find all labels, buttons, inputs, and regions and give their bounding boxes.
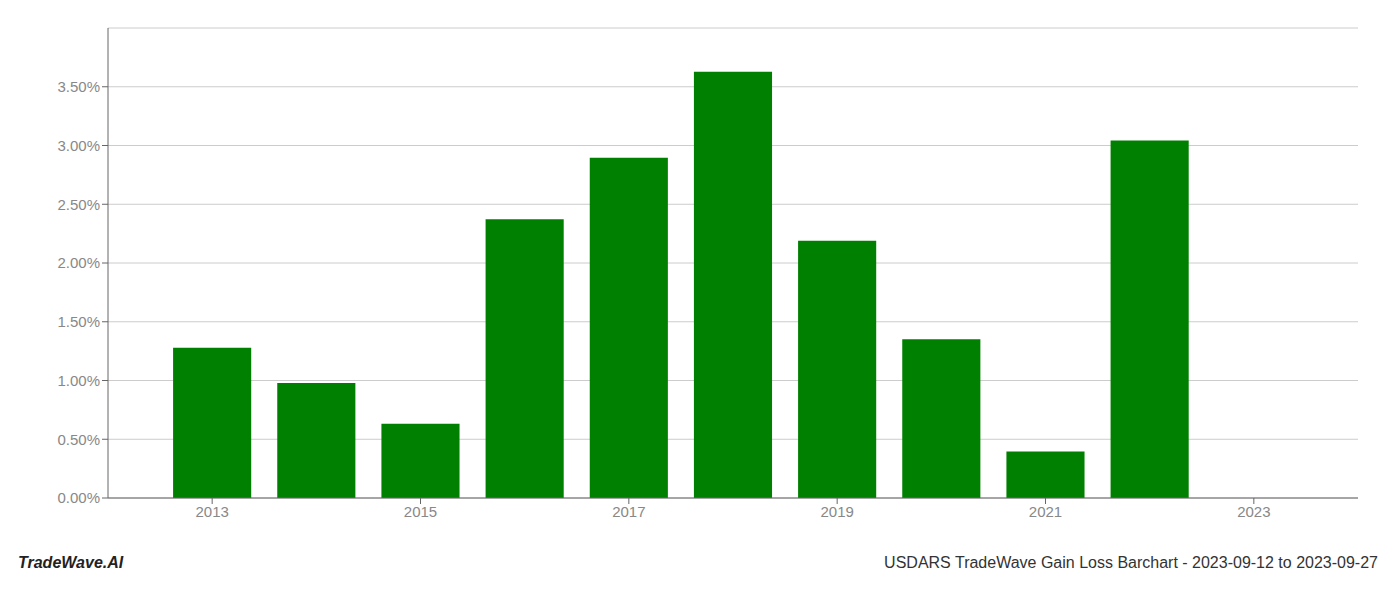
svg-text:0.00%: 0.00% — [57, 489, 100, 506]
svg-text:0.50%: 0.50% — [57, 431, 100, 448]
html-text:USDARS TradeWave Gain Loss Bar: USDARS TradeWave Gain Loss Barchart - 20… — [884, 554, 1378, 571]
svg-text:2021: 2021 — [1029, 503, 1062, 520]
svg-text:2017: 2017 — [612, 503, 645, 520]
html-text:TradeWave.AI: TradeWave.AI — [18, 554, 124, 571]
svg-text:3.00%: 3.00% — [57, 137, 100, 154]
svg-text:2013: 2013 — [195, 503, 228, 520]
svg-text:2015: 2015 — [404, 503, 437, 520]
svg-text:1.00%: 1.00% — [57, 372, 100, 389]
svg-text:1.50%: 1.50% — [57, 313, 100, 330]
svg-text:2.00%: 2.00% — [57, 254, 100, 271]
svg-text:2023: 2023 — [1237, 503, 1270, 520]
svg-text:2.50%: 2.50% — [57, 196, 100, 213]
svg-text:3.50%: 3.50% — [57, 78, 100, 95]
svg-text:2019: 2019 — [820, 503, 853, 520]
